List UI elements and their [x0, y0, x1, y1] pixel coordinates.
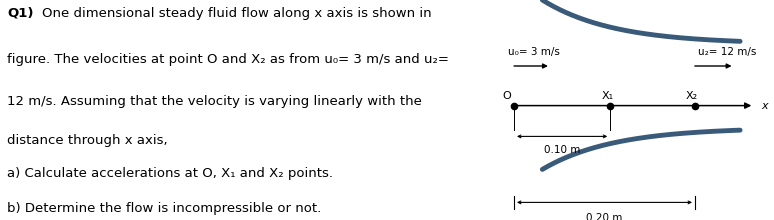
Text: 0.20 m: 0.20 m	[587, 213, 622, 220]
Text: X₁: X₁	[601, 91, 613, 101]
Text: b) Determine the flow is incompressible or not.: b) Determine the flow is incompressible …	[8, 202, 322, 215]
Text: O: O	[503, 91, 512, 101]
Text: distance through x axis,: distance through x axis,	[8, 134, 168, 147]
Text: x: x	[762, 101, 768, 111]
Text: Q1): Q1)	[8, 7, 34, 20]
Text: u₀= 3 m/s: u₀= 3 m/s	[509, 47, 560, 57]
Text: figure. The velocities at point O and X₂ as from u₀= 3 m/s and u₂=: figure. The velocities at point O and X₂…	[8, 53, 449, 66]
Text: 12 m/s. Assuming that the velocity is varying linearly with the: 12 m/s. Assuming that the velocity is va…	[8, 95, 423, 108]
Text: X₂: X₂	[686, 91, 698, 101]
Text: One dimensional steady fluid flow along x axis is shown in: One dimensional steady fluid flow along …	[42, 7, 431, 20]
Text: u₂= 12 m/s: u₂= 12 m/s	[697, 47, 756, 57]
Text: a) Calculate accelerations at O, X₁ and X₂ points.: a) Calculate accelerations at O, X₁ and …	[8, 167, 334, 180]
Text: 0.10 m: 0.10 m	[544, 145, 580, 155]
